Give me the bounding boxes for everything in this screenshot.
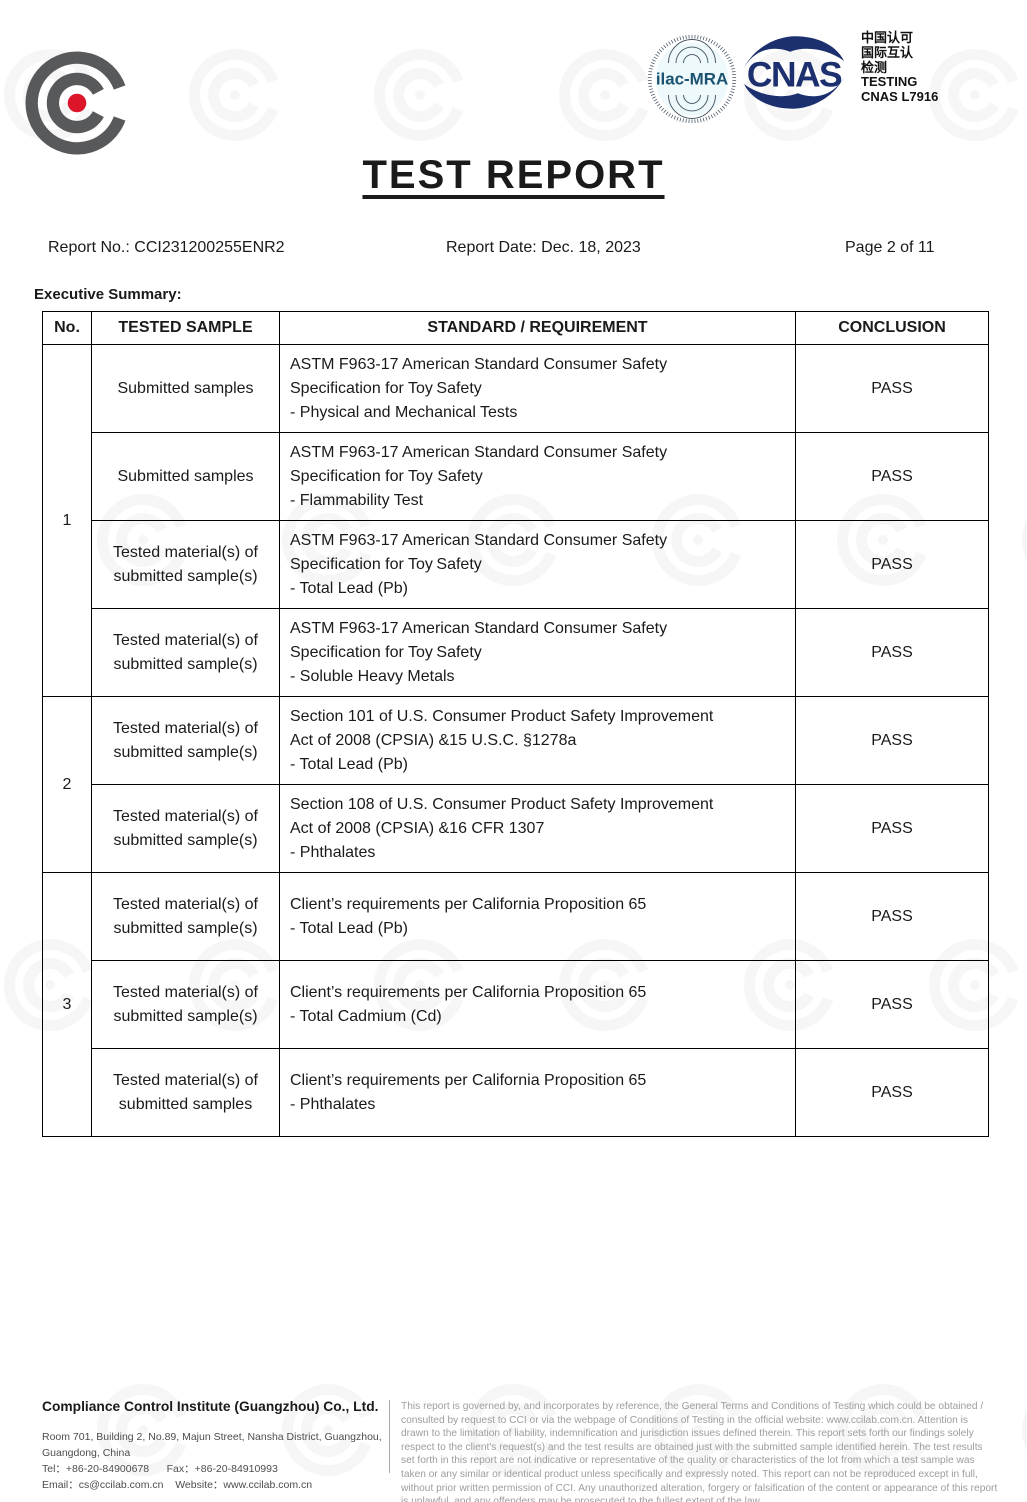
svg-text:ilac-MRA: ilac-MRA (656, 70, 728, 89)
svg-text:CNAS: CNAS (747, 54, 842, 94)
